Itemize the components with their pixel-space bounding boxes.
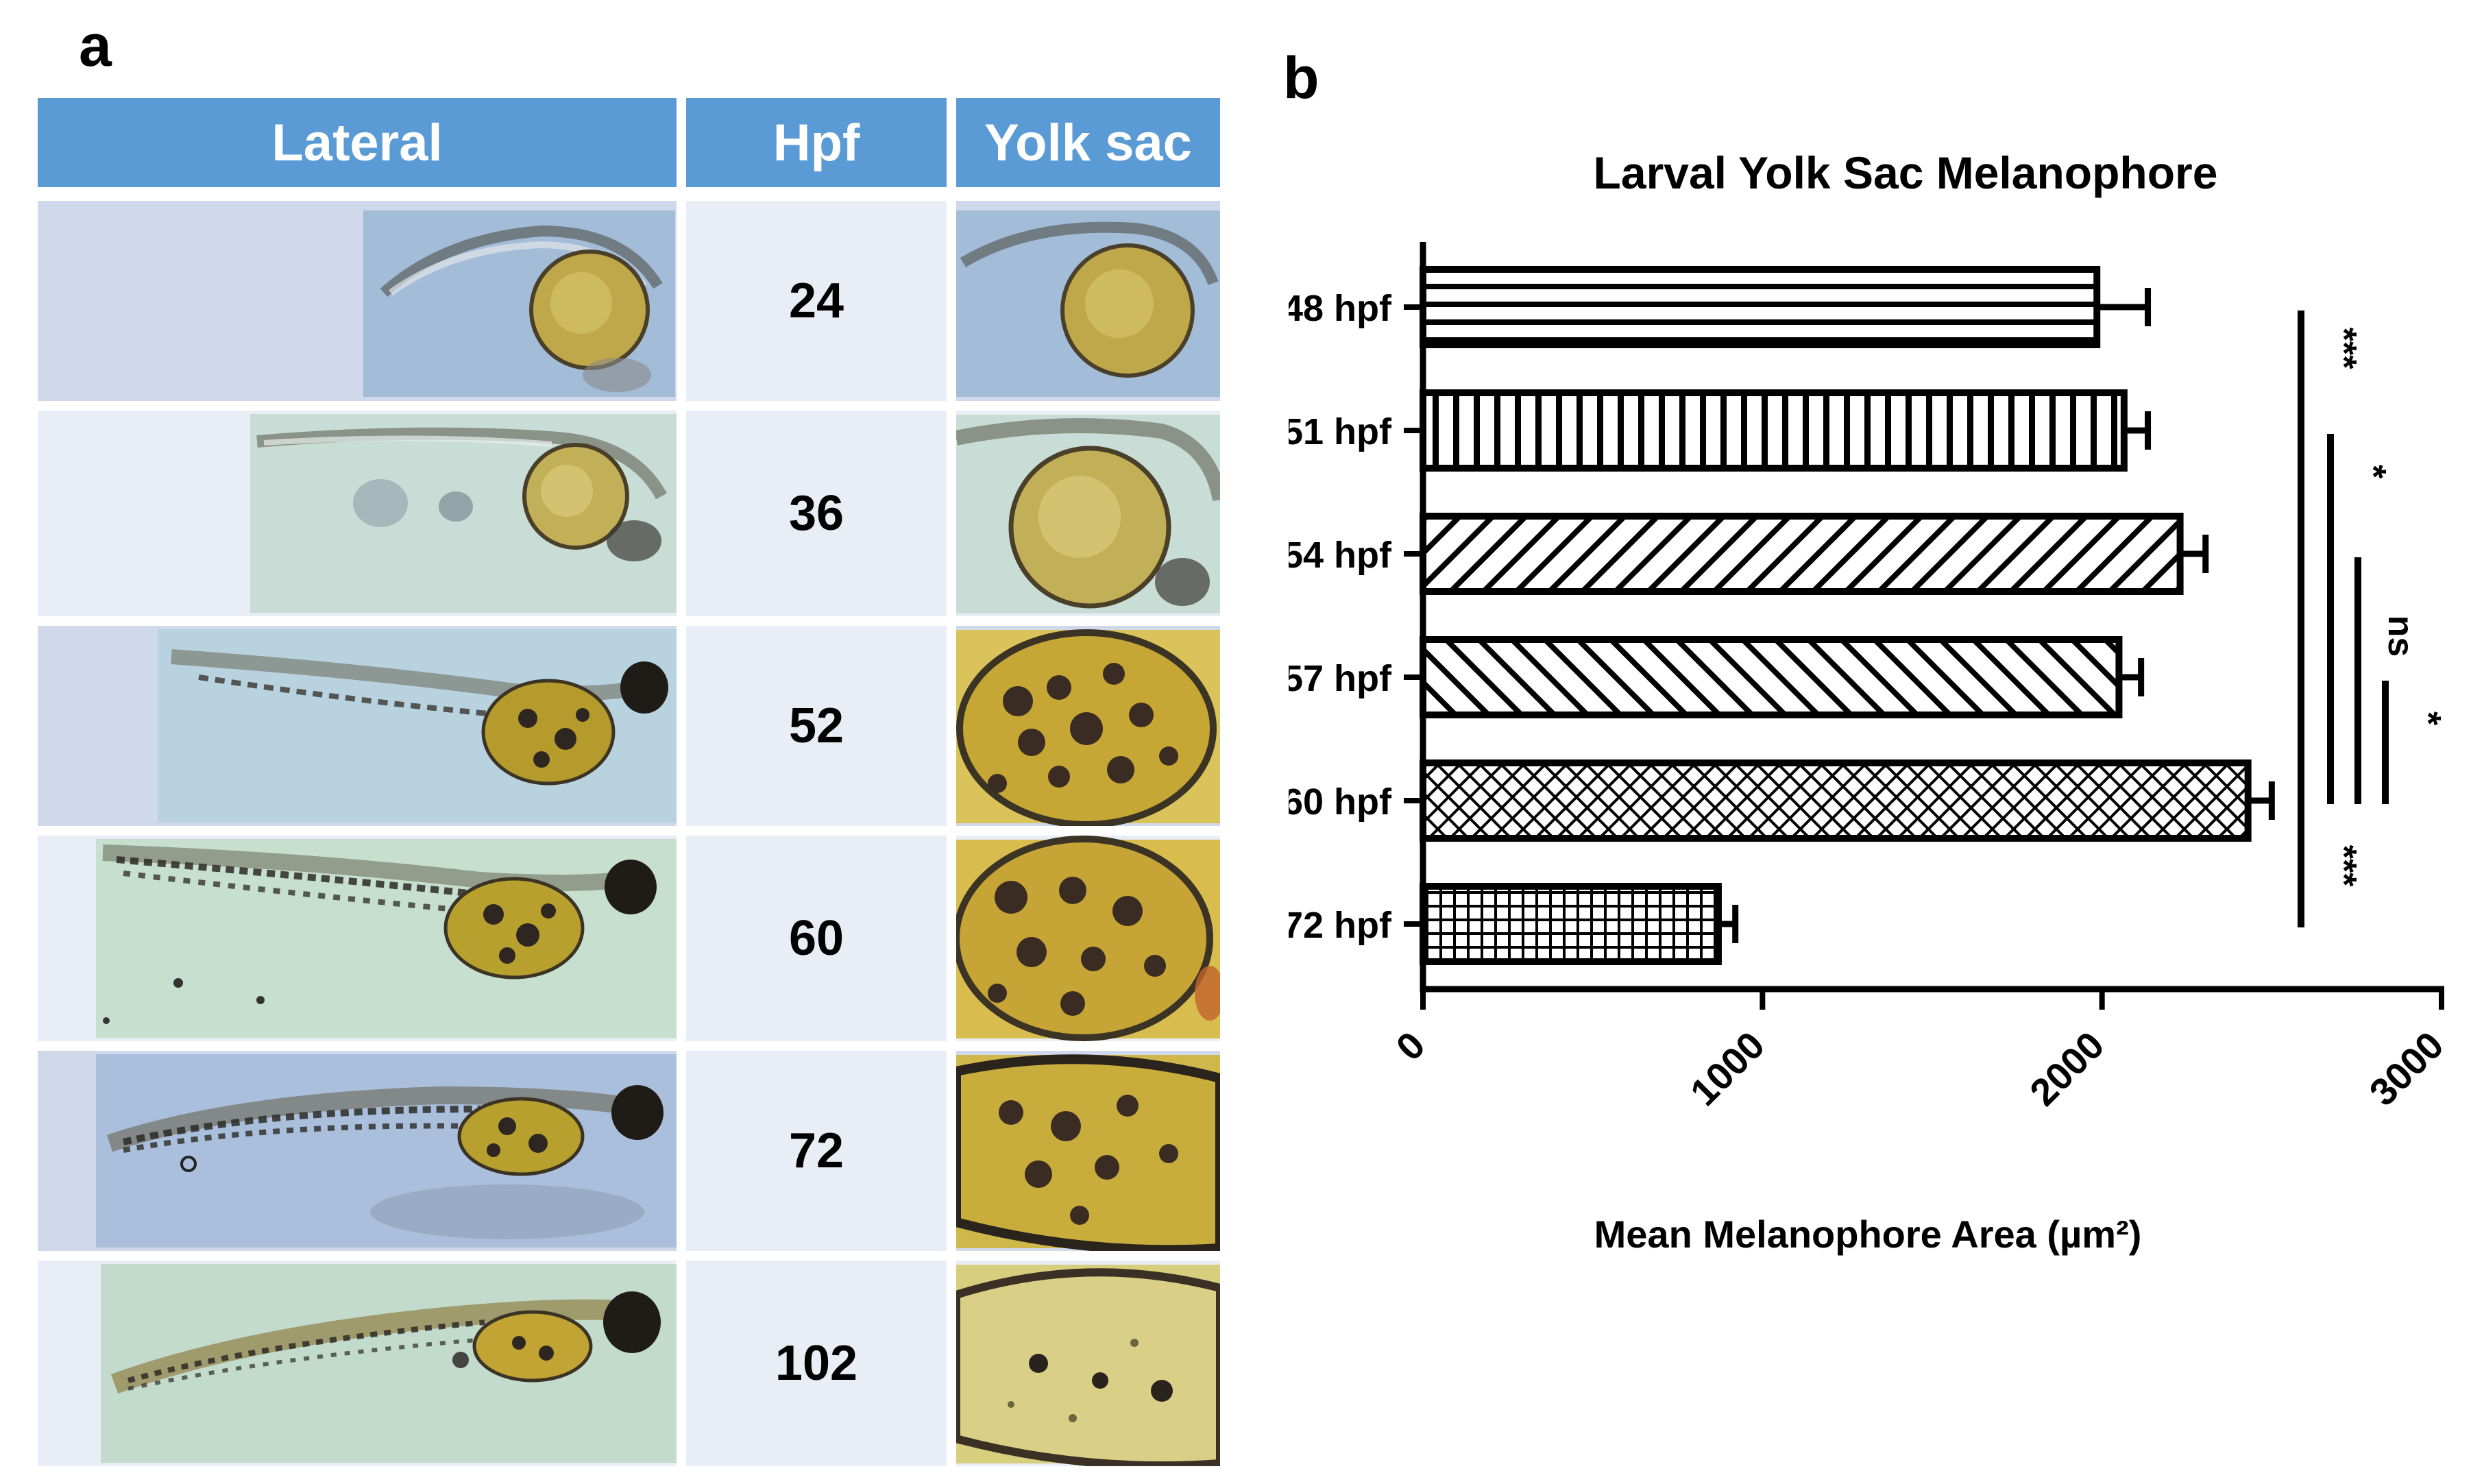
significance-label: * <box>2353 465 2393 479</box>
category-label: 54 hpf <box>1289 535 1392 576</box>
hpf-cell: 60 <box>686 836 947 1041</box>
significance-label: ns <box>2381 616 2420 657</box>
table-row: 72 <box>38 1051 1220 1251</box>
lateral-cell <box>38 1051 677 1251</box>
lateral-cell <box>38 836 677 1041</box>
header-lateral: Lateral <box>38 98 677 187</box>
chart-title: Larval Yolk Sac Melanophore <box>1594 147 2218 198</box>
larva-photo-yolk <box>956 1265 1220 1466</box>
table-row: 102 <box>38 1261 1220 1466</box>
hpf-cell: 24 <box>686 201 947 401</box>
larva-photo-lateral <box>158 629 677 823</box>
bar <box>1420 883 1722 965</box>
hpf-cell: 36 <box>686 411 947 616</box>
x-axis-label: Mean Melanophore Area (µm²) <box>1594 1213 2142 1256</box>
lateral-cell <box>38 626 677 826</box>
significance-label: *** <box>2324 845 2363 887</box>
significance-label: *** <box>2324 328 2363 369</box>
yolk-sac-cell <box>956 201 1220 401</box>
bar <box>1420 636 2123 718</box>
category-label: 72 hpf <box>1289 905 1392 946</box>
hpf-cell: 72 <box>686 1051 947 1251</box>
table-row: 60 <box>38 836 1220 1041</box>
significance-label: * <box>2408 711 2448 726</box>
hpf-cell: 102 <box>686 1261 947 1466</box>
lateral-cell <box>38 1261 677 1466</box>
lateral-cell <box>38 201 677 401</box>
yolk-sac-cell <box>956 411 1220 616</box>
lateral-cell <box>38 411 677 616</box>
bar <box>1420 389 2128 472</box>
larva-photo-lateral <box>363 210 675 397</box>
larva-photo-lateral <box>96 839 677 1038</box>
yolk-sac-cell <box>956 1051 1220 1251</box>
bar <box>1420 266 2101 348</box>
table-row: 24 <box>38 201 1220 401</box>
category-label: 57 hpf <box>1289 658 1392 699</box>
yolk-sac-cell <box>956 1261 1220 1466</box>
header-yolk-sac: Yolk sac <box>956 98 1220 187</box>
larva-photo-yolk <box>956 1054 1220 1251</box>
bar-chart: Larval Yolk Sac Melanophore 48 hpf 51 hpf… <box>1289 147 2452 1256</box>
category-label: 60 hpf <box>1289 781 1392 823</box>
x-tick-label: 1000 <box>1682 1023 1773 1114</box>
larva-photo-yolk <box>956 210 1220 397</box>
larva-photo-lateral <box>250 414 677 613</box>
larva-photo-yolk <box>956 629 1220 826</box>
x-tick-label: 3000 <box>2361 1023 2452 1114</box>
category-label: 48 hpf <box>1289 288 1392 329</box>
larva-photo-yolk <box>956 836 1220 1041</box>
larva-photo-lateral <box>101 1264 677 1463</box>
bar <box>1420 513 2184 595</box>
larva-photo-yolk <box>956 415 1220 613</box>
table-row: 36 <box>38 411 1220 616</box>
table-row: 52 <box>38 626 1220 826</box>
category-label: 51 hpf <box>1289 411 1392 452</box>
panel-a-letter: a <box>79 13 112 79</box>
yolk-sac-cell <box>956 836 1220 1041</box>
hpf-cell: 52 <box>686 626 947 826</box>
x-tick-label: 2000 <box>2021 1023 2113 1114</box>
larva-photo-lateral <box>96 1054 677 1248</box>
bar <box>1420 759 2252 842</box>
panel-b-letter: b <box>1283 45 1319 111</box>
yolk-sac-cell <box>956 626 1220 826</box>
x-tick-label: 0 <box>1387 1023 1433 1069</box>
header-hpf: Hpf <box>686 98 947 187</box>
